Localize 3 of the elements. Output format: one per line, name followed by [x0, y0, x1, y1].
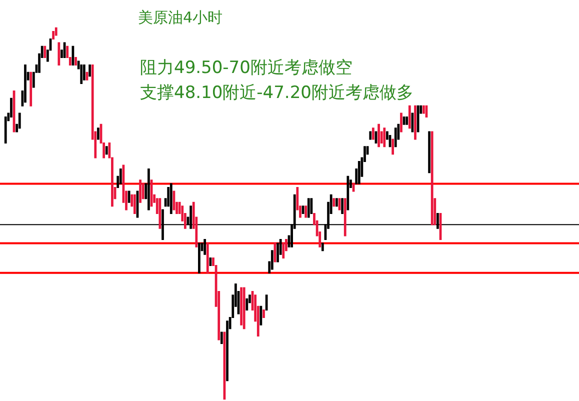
chart-title: 美原油4小时 — [138, 8, 223, 26]
annotation: 阻力49.50-70附近考虑做空 — [140, 58, 352, 78]
annotation: 支撑48.10附近-47.20附近考虑做多 — [140, 83, 414, 103]
